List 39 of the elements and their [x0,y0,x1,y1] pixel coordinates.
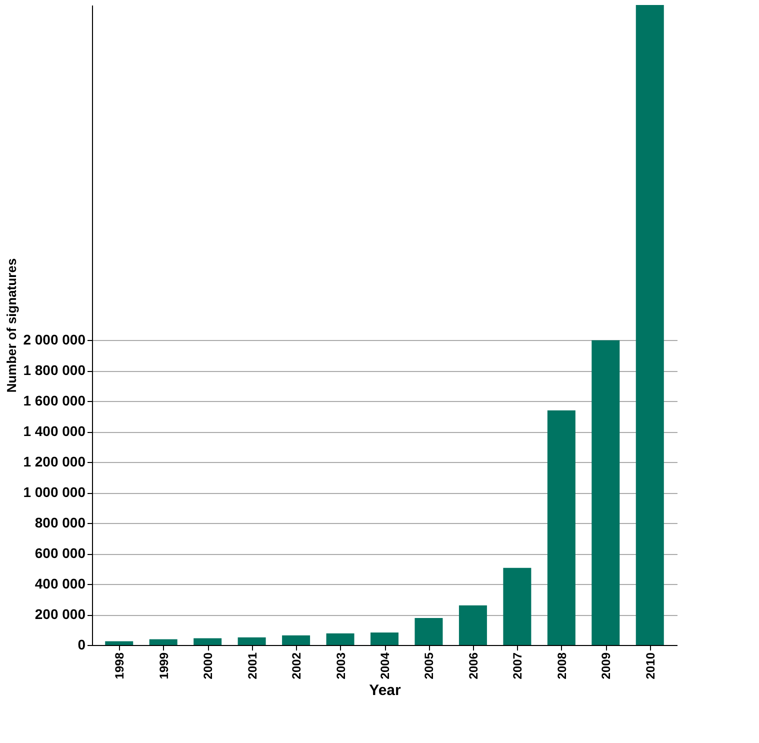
x-tick-label: 2008 [554,652,569,680]
bar [105,641,134,645]
x-tick-label: 1998 [112,652,127,680]
x-tick-label: 2010 [643,652,658,680]
y-tick-label: 400 000 [34,576,86,592]
y-tick-label: 800 000 [34,514,86,531]
y-tick-label: 1 200 000 [23,454,86,470]
y-tick-label: 200 000 [34,606,86,622]
bar [282,635,310,645]
x-tick-label: 2005 [422,652,436,680]
bar [149,639,178,645]
bar [414,618,443,645]
bar [326,633,354,645]
y-tick-label: 1 400 000 [23,423,86,440]
bar [370,632,398,645]
x-axis-title: Year [369,682,402,700]
bar [636,5,664,645]
bar [547,410,576,645]
y-axis-title: Number of signatures [4,258,20,393]
x-tick-label: 2004 [378,652,392,680]
x-tick-label: 1999 [156,652,171,680]
x-tick-label: 2007 [510,652,525,680]
x-tick-label: 2001 [245,652,260,680]
y-tick-label: 1 000 000 [23,484,86,500]
y-tick-label: 1 800 000 [23,362,86,378]
x-tick-label: 2002 [290,652,304,680]
bar [503,568,532,645]
y-tick-label: 600 000 [34,545,86,562]
y-tick-label: 2 000 000 [23,332,86,348]
bar [458,605,487,645]
x-tick-label: 2009 [599,652,614,680]
x-tick-label: 2000 [201,652,216,680]
y-tick-label: 0 [78,636,86,652]
bar [238,637,266,645]
bar [592,340,620,645]
y-tick-label: 1 600 000 [23,392,86,409]
x-tick-label: 2003 [334,652,348,680]
x-tick-label: 2006 [466,652,480,680]
bar [194,638,222,645]
